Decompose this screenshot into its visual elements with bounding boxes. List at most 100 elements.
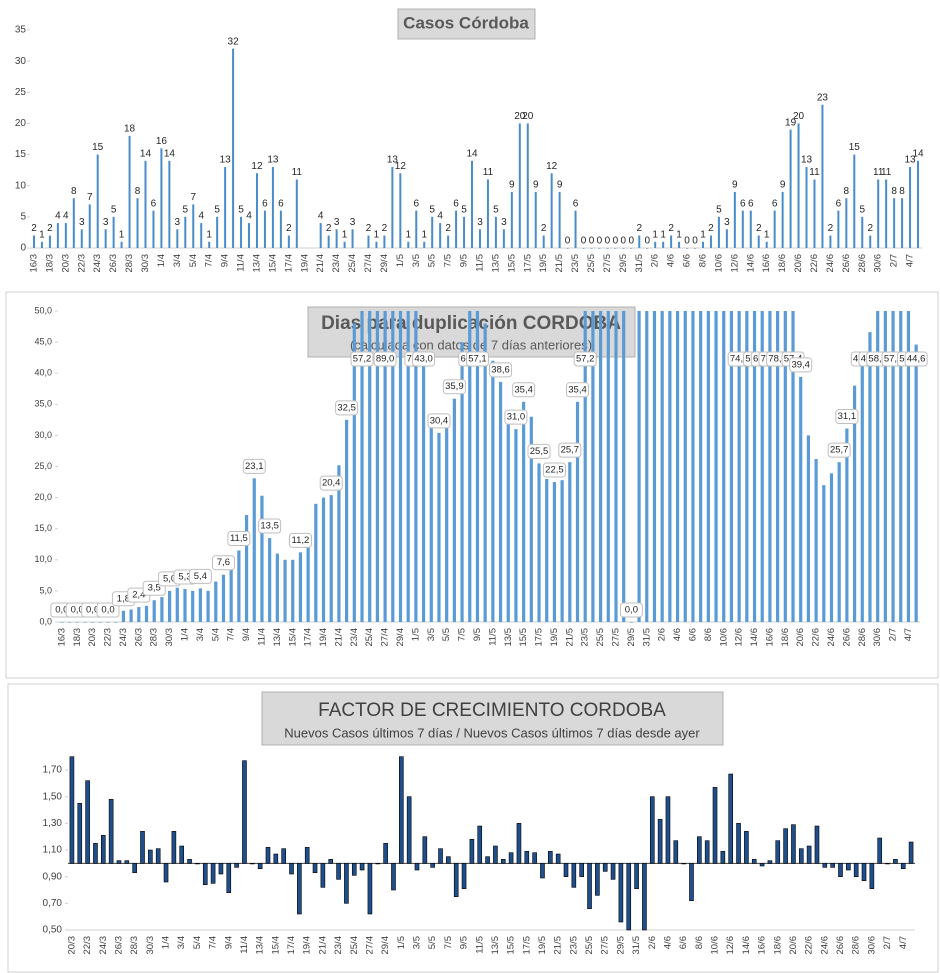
x-tick-label: 15/4 <box>270 936 281 955</box>
data-label: 0 <box>605 236 611 247</box>
y-tick-label: 50,0 <box>34 305 52 315</box>
chart-subtitle: Nuevos Casos últimos 7 días / Nuevos Cas… <box>284 725 700 740</box>
y-tick-label: 15 <box>15 149 27 160</box>
bar <box>622 311 626 622</box>
bar <box>783 828 788 864</box>
data-label-box <box>835 409 859 425</box>
bar <box>453 863 459 897</box>
bar <box>229 566 233 622</box>
x-tick-label: 9/5 <box>472 628 483 641</box>
bar <box>861 863 867 881</box>
bar <box>645 311 649 623</box>
data-label-box <box>242 458 266 474</box>
bar <box>885 863 890 865</box>
bar <box>114 622 118 623</box>
x-tick-label: 28/3 <box>149 628 160 647</box>
bar <box>622 248 625 249</box>
y-tick-label: 1,70 <box>43 765 63 776</box>
data-label: 9 <box>732 180 738 191</box>
bar <box>406 311 410 623</box>
bar <box>100 835 106 864</box>
bar <box>337 465 341 622</box>
data-label: 1 <box>374 229 380 240</box>
y-tick-label: 45,0 <box>34 336 52 346</box>
x-tick-label: 14/6 <box>741 936 752 955</box>
bar <box>344 863 349 904</box>
y-tick-label: 10 <box>15 180 27 191</box>
data-label: 8 <box>71 186 77 197</box>
bar <box>375 863 381 865</box>
x-tick-label: 8/6 <box>694 936 705 949</box>
bar <box>210 863 216 884</box>
bar <box>48 235 51 248</box>
bar <box>320 863 326 888</box>
bar <box>914 344 918 622</box>
x-tick-label: 28/6 <box>857 628 868 647</box>
x-tick-label: 27/4 <box>363 254 374 273</box>
data-label: 0,0 <box>101 605 114 616</box>
data-label-box <box>542 462 566 478</box>
bar <box>283 559 287 622</box>
x-tick-label: 26/6 <box>841 628 852 647</box>
bar <box>885 179 888 248</box>
data-label: 14 <box>912 148 924 159</box>
bar <box>93 843 98 864</box>
bar <box>257 863 263 869</box>
data-label: 2 <box>31 223 37 234</box>
x-tick-label: 26/3 <box>113 936 124 955</box>
bar <box>686 248 689 249</box>
y-tick-label: 25 <box>15 87 27 98</box>
data-label: 4 <box>246 211 252 222</box>
bar <box>463 216 466 248</box>
bar <box>821 104 824 248</box>
bar <box>69 756 75 864</box>
bar <box>360 311 364 622</box>
bar <box>255 173 258 248</box>
x-tick-label: 4/6 <box>666 254 677 267</box>
x-tick-label: 3/5 <box>412 936 423 949</box>
data-label: 2 <box>867 223 873 234</box>
data-label: 8 <box>891 186 897 197</box>
x-tick-label: 15/5 <box>506 936 517 955</box>
x-tick-label: 23/4 <box>331 254 342 273</box>
x-tick-label: 13/4 <box>251 254 262 273</box>
bar <box>614 248 617 249</box>
bar <box>909 167 912 248</box>
bar <box>306 534 310 622</box>
bar <box>192 204 195 248</box>
x-tick-label: 2/7 <box>888 628 899 641</box>
bar <box>56 223 59 248</box>
x-tick-label: 1/4 <box>161 936 172 949</box>
data-label: 9 <box>533 180 539 191</box>
data-label-box <box>96 602 120 618</box>
bar <box>108 799 114 864</box>
bar <box>506 415 510 622</box>
bar <box>106 622 110 623</box>
bar <box>883 311 887 623</box>
bar <box>582 248 585 249</box>
data-label: 57,1 <box>468 354 487 365</box>
x-tick-label: 15/5 <box>506 254 517 273</box>
y-tick-label: 35 <box>15 25 27 36</box>
data-label: 20,4 <box>322 478 341 489</box>
bar <box>198 588 202 622</box>
bar <box>681 863 686 865</box>
data-label: 7 <box>87 192 93 203</box>
data-label: 32,5 <box>337 402 356 413</box>
data-label: 2 <box>326 223 332 234</box>
bar <box>699 311 703 623</box>
bar <box>610 863 616 880</box>
bar <box>136 198 139 248</box>
bar <box>226 863 232 893</box>
bar <box>877 837 883 864</box>
data-label: 35,9 <box>445 381 464 392</box>
bar <box>634 863 639 889</box>
x-tick-label: 15/4 <box>287 628 298 647</box>
bar <box>814 825 820 864</box>
bar <box>717 216 720 248</box>
data-label: 13 <box>904 155 916 166</box>
bar <box>455 210 458 248</box>
x-tick-label: 21/5 <box>553 936 564 955</box>
bar <box>183 589 187 622</box>
bar <box>445 427 449 622</box>
